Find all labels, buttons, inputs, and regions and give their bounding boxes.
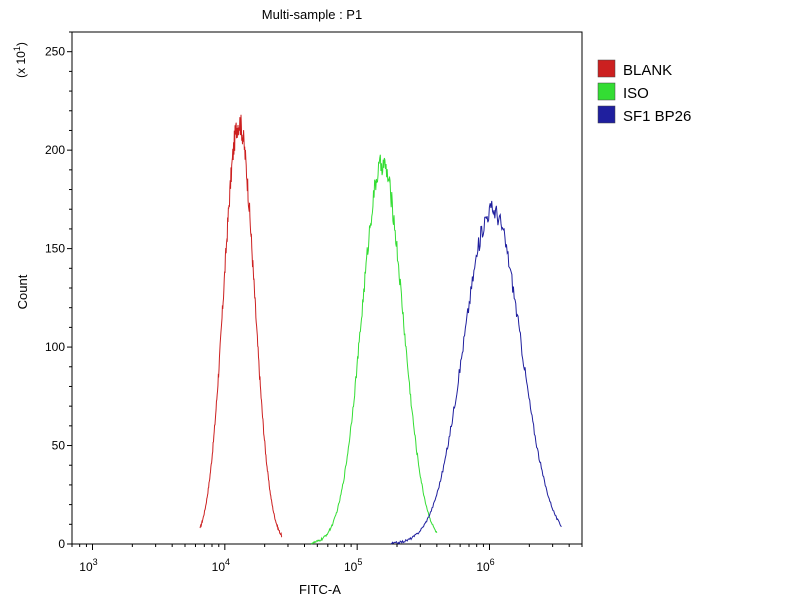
y-multiplier-text: (x 10	[14, 51, 28, 78]
y-tick-label: 50	[52, 439, 66, 453]
x-axis-title: FITC-A	[299, 582, 341, 597]
y-tick-label: 100	[45, 340, 65, 354]
y-axis: 0 50 100 150 200 250	[45, 31, 72, 551]
y-tick-label: 150	[45, 242, 65, 256]
y-axis-title: Count	[15, 274, 30, 309]
y-multiplier-exp: 1	[12, 46, 22, 51]
series-line-blank	[199, 114, 283, 538]
x-tick-label: 103	[79, 557, 97, 574]
series-line-sf1-bp26	[390, 200, 562, 545]
y-tick-label: 200	[45, 143, 65, 157]
y-tick-label: 250	[45, 45, 65, 59]
legend-label: BLANK	[623, 62, 672, 79]
y-tick-label: 0	[58, 537, 65, 551]
x-tick-label: 105	[344, 557, 362, 574]
legend: BLANK ISO SF1 BP26	[597, 59, 691, 125]
legend-swatch	[597, 105, 616, 124]
series-layer	[199, 114, 562, 545]
legend-swatch	[597, 82, 616, 101]
x-tick-label: 106	[476, 557, 494, 574]
legend-label: ISO	[623, 85, 649, 102]
y-multiplier: (x 101)	[12, 42, 28, 78]
legend-label: SF1 BP26	[623, 108, 691, 125]
x-axis: 103 104 105 106	[71, 544, 583, 574]
svg-text:(x 101): (x 101)	[12, 42, 28, 78]
legend-swatch	[597, 59, 616, 78]
chart-title: Multi-sample : P1	[262, 7, 362, 22]
series-line-iso	[310, 154, 438, 545]
x-tick-label: 104	[212, 557, 230, 574]
plot-area	[71, 31, 583, 545]
